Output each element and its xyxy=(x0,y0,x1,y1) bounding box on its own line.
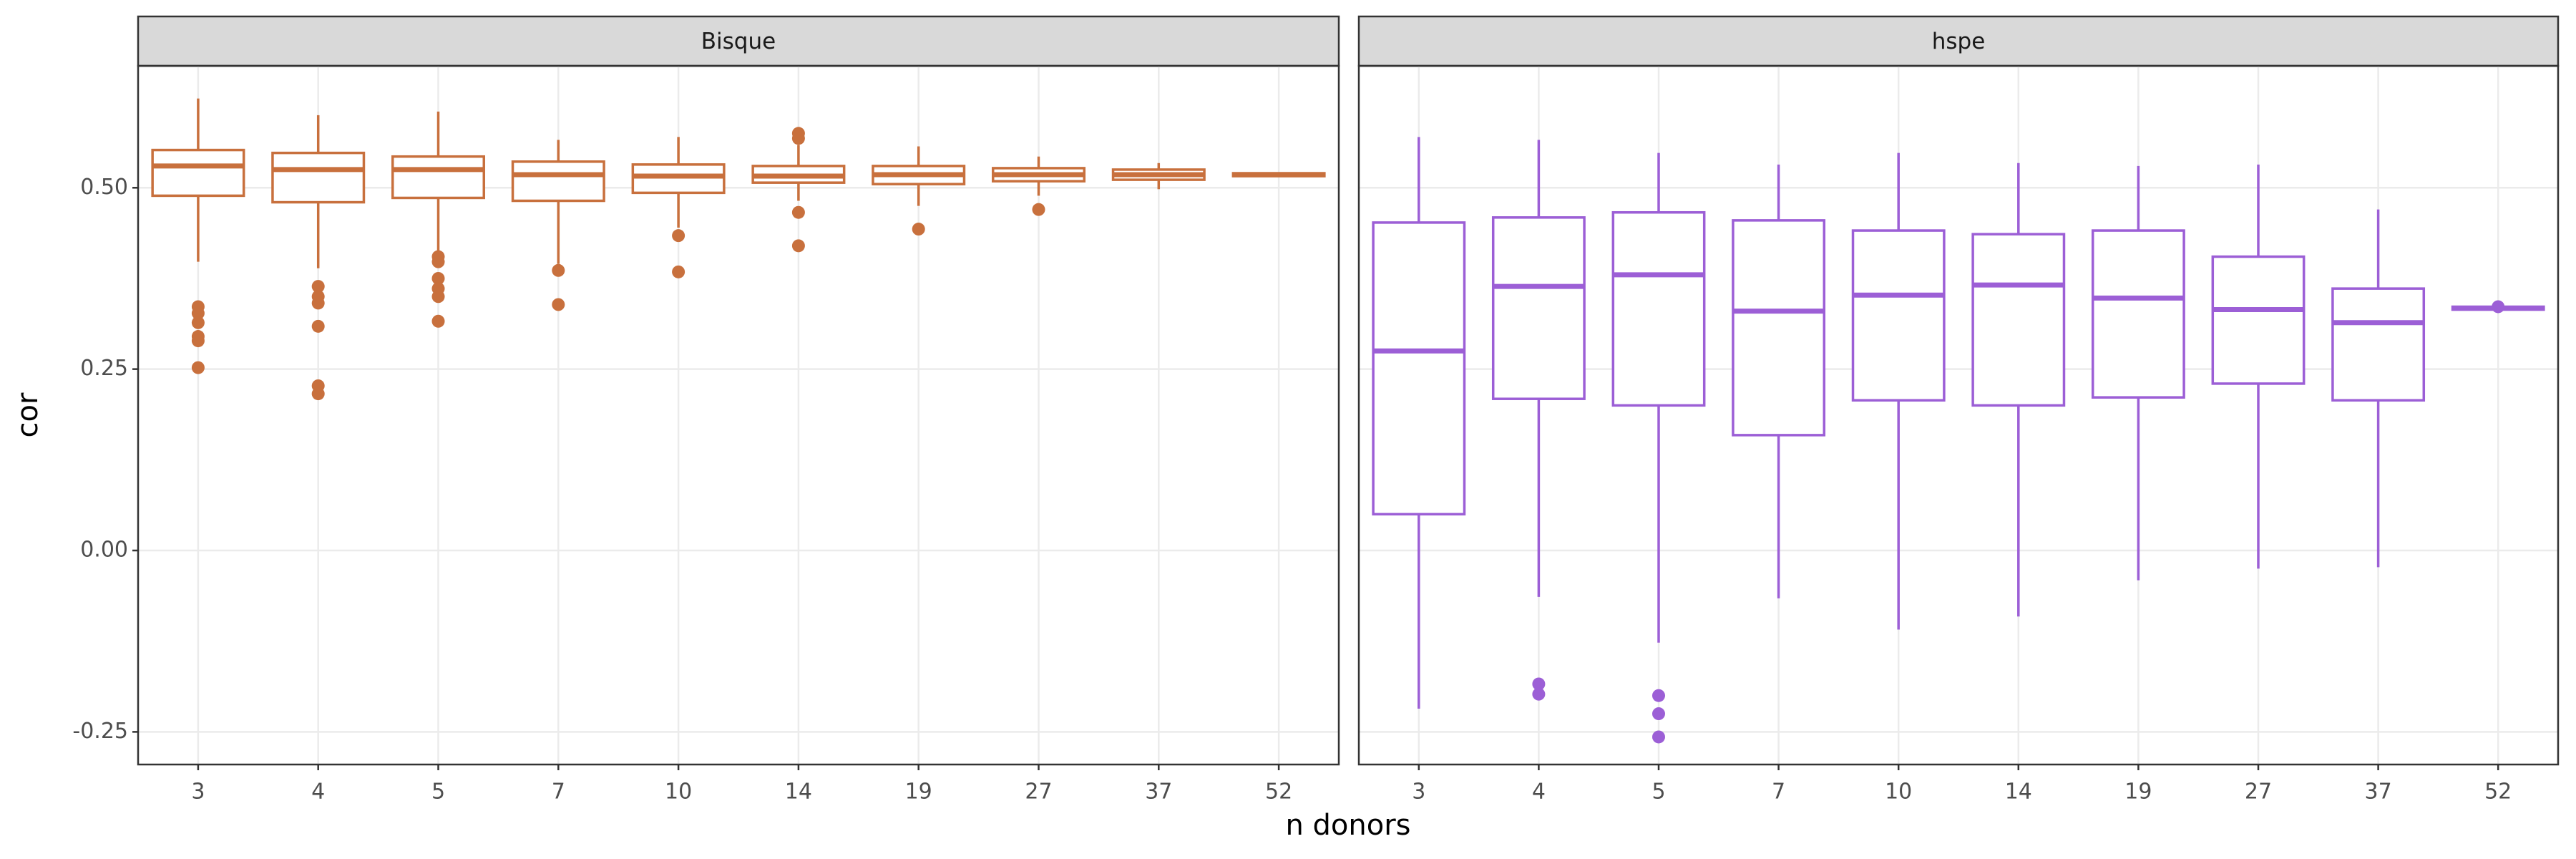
outlier xyxy=(191,316,205,329)
x-tick-label: 3 xyxy=(1412,780,1425,805)
outlier xyxy=(431,314,445,328)
outlier xyxy=(791,205,805,219)
x-tick-label: 27 xyxy=(1025,780,1052,805)
outlier xyxy=(191,306,205,320)
strip-background xyxy=(137,15,1340,67)
strip-label: hspe xyxy=(1932,29,1986,54)
x-tick-label: 10 xyxy=(665,780,692,805)
x-tick-label: 52 xyxy=(1265,780,1292,805)
x-tick-label: 19 xyxy=(905,780,932,805)
box xyxy=(1491,216,1586,400)
x-tick-label: 4 xyxy=(1532,780,1546,805)
x-tick-label: 5 xyxy=(431,780,445,805)
outlier xyxy=(311,296,325,310)
outlier xyxy=(552,298,565,311)
outlier xyxy=(191,334,205,348)
x-tick-label: 7 xyxy=(552,780,565,805)
outlier xyxy=(311,319,325,333)
box xyxy=(1971,233,2066,407)
outlier xyxy=(912,223,925,236)
panel-border xyxy=(137,64,1340,766)
y-tick-label: 0.50 xyxy=(80,175,128,200)
box xyxy=(2091,229,2185,399)
outlier xyxy=(431,255,445,268)
x-tick-label: 10 xyxy=(1885,780,1912,805)
box xyxy=(1851,229,1946,402)
outlier xyxy=(791,132,805,145)
outlier xyxy=(672,265,686,278)
box xyxy=(1732,219,1826,437)
x-tick-label: 3 xyxy=(191,780,205,805)
x-tick-label: 37 xyxy=(1145,780,1172,805)
x-axis-title: n donors xyxy=(1285,809,1410,842)
outlier xyxy=(1652,689,1665,702)
box xyxy=(1611,210,1706,407)
strip-label: Bisque xyxy=(701,29,776,54)
x-tick-label: 7 xyxy=(1772,780,1785,805)
box xyxy=(631,163,726,195)
y-tick-label: 0.00 xyxy=(80,538,128,563)
box xyxy=(511,160,605,203)
panel-border xyxy=(1357,64,2560,766)
outlier xyxy=(431,271,445,285)
box xyxy=(391,155,486,200)
outlier xyxy=(2492,300,2505,314)
outlier xyxy=(672,229,686,243)
strip-background xyxy=(1357,15,2560,67)
outlier xyxy=(1652,730,1665,744)
outlier xyxy=(1032,203,1045,216)
outlier xyxy=(191,361,205,374)
outlier xyxy=(1532,687,1546,701)
box xyxy=(2331,287,2426,402)
box xyxy=(271,151,366,204)
x-tick-label: 37 xyxy=(2365,780,2392,805)
x-tick-label: 27 xyxy=(2245,780,2272,805)
outlier xyxy=(431,290,445,304)
x-tick-label: 19 xyxy=(2124,780,2152,805)
outlier xyxy=(791,239,805,253)
y-axis-title: cor xyxy=(11,392,44,437)
x-tick-label: 52 xyxy=(2484,780,2512,805)
y-tick-label: -0.25 xyxy=(72,719,128,744)
outlier xyxy=(311,387,325,401)
y-tick-label: 0.25 xyxy=(80,356,128,381)
box xyxy=(1372,221,1466,516)
x-tick-label: 5 xyxy=(1652,780,1665,805)
x-tick-label: 14 xyxy=(785,780,812,805)
outlier xyxy=(1652,707,1665,721)
box xyxy=(2211,255,2306,385)
x-tick-label: 14 xyxy=(2005,780,2032,805)
x-tick-label: 4 xyxy=(311,780,325,805)
box xyxy=(151,148,245,198)
outlier xyxy=(552,263,565,277)
outlier xyxy=(1532,677,1546,691)
outlier xyxy=(311,280,325,293)
